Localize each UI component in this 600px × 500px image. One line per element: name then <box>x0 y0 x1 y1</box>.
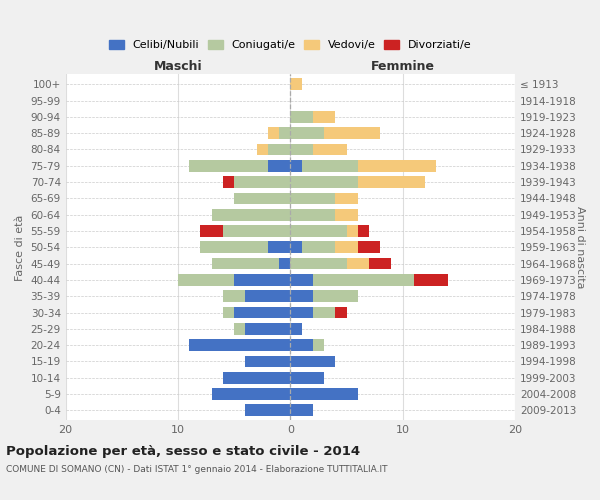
Y-axis label: Fasce di età: Fasce di età <box>15 214 25 280</box>
Text: Maschi: Maschi <box>154 60 202 73</box>
Bar <box>200 225 223 237</box>
Bar <box>347 258 369 270</box>
Bar <box>268 160 290 172</box>
Bar <box>358 242 380 253</box>
Text: COMUNE DI SOMANO (CN) - Dati ISTAT 1° gennaio 2014 - Elaborazione TUTTITALIA.IT: COMUNE DI SOMANO (CN) - Dati ISTAT 1° ge… <box>6 466 388 474</box>
Bar <box>290 144 313 156</box>
Bar <box>290 340 313 351</box>
Bar <box>324 128 380 139</box>
Bar <box>234 192 290 204</box>
Bar <box>313 306 335 318</box>
Bar <box>245 404 290 416</box>
Bar <box>290 209 335 220</box>
Bar <box>302 160 358 172</box>
Bar <box>358 176 425 188</box>
Bar <box>335 192 358 204</box>
Bar <box>347 225 358 237</box>
Bar <box>290 242 302 253</box>
Bar <box>234 323 245 334</box>
Bar <box>290 372 324 384</box>
Bar <box>212 388 290 400</box>
Bar <box>290 128 324 139</box>
Bar <box>290 258 347 270</box>
Bar <box>212 258 279 270</box>
Bar <box>290 274 313 286</box>
Legend: Celibi/Nubili, Coniugati/e, Vedovi/e, Divorziati/e: Celibi/Nubili, Coniugati/e, Vedovi/e, Di… <box>105 35 476 54</box>
Bar <box>268 242 290 253</box>
Bar <box>358 160 436 172</box>
Bar <box>414 274 448 286</box>
Bar <box>313 290 358 302</box>
Bar <box>223 372 290 384</box>
Bar <box>279 128 290 139</box>
Text: Popolazione per età, sesso e stato civile - 2014: Popolazione per età, sesso e stato civil… <box>6 445 360 458</box>
Bar <box>234 176 290 188</box>
Bar <box>212 209 290 220</box>
Bar <box>223 306 234 318</box>
Bar <box>335 242 358 253</box>
Bar <box>369 258 391 270</box>
Bar <box>223 290 245 302</box>
Bar <box>257 144 268 156</box>
Bar <box>290 78 302 90</box>
Bar <box>313 111 335 123</box>
Bar <box>290 356 335 368</box>
Bar <box>279 258 290 270</box>
Bar <box>313 274 414 286</box>
Y-axis label: Anni di nascita: Anni di nascita <box>575 206 585 288</box>
Bar <box>358 225 369 237</box>
Bar <box>268 128 279 139</box>
Bar <box>302 242 335 253</box>
Bar <box>290 306 313 318</box>
Bar <box>223 176 234 188</box>
Bar <box>290 176 358 188</box>
Bar <box>200 242 268 253</box>
Bar <box>290 160 302 172</box>
Text: Femmine: Femmine <box>371 60 435 73</box>
Bar <box>290 388 358 400</box>
Bar <box>313 144 347 156</box>
Bar <box>268 144 290 156</box>
Bar <box>178 274 234 286</box>
Bar <box>313 340 324 351</box>
Bar <box>189 160 268 172</box>
Bar <box>290 192 335 204</box>
Bar <box>290 225 347 237</box>
Bar <box>189 340 290 351</box>
Bar <box>290 111 313 123</box>
Bar <box>234 274 290 286</box>
Bar <box>290 323 302 334</box>
Bar <box>223 225 290 237</box>
Bar <box>335 209 358 220</box>
Bar <box>245 323 290 334</box>
Bar <box>245 290 290 302</box>
Bar <box>234 306 290 318</box>
Bar <box>245 356 290 368</box>
Bar <box>290 404 313 416</box>
Bar <box>290 290 313 302</box>
Bar <box>335 306 347 318</box>
